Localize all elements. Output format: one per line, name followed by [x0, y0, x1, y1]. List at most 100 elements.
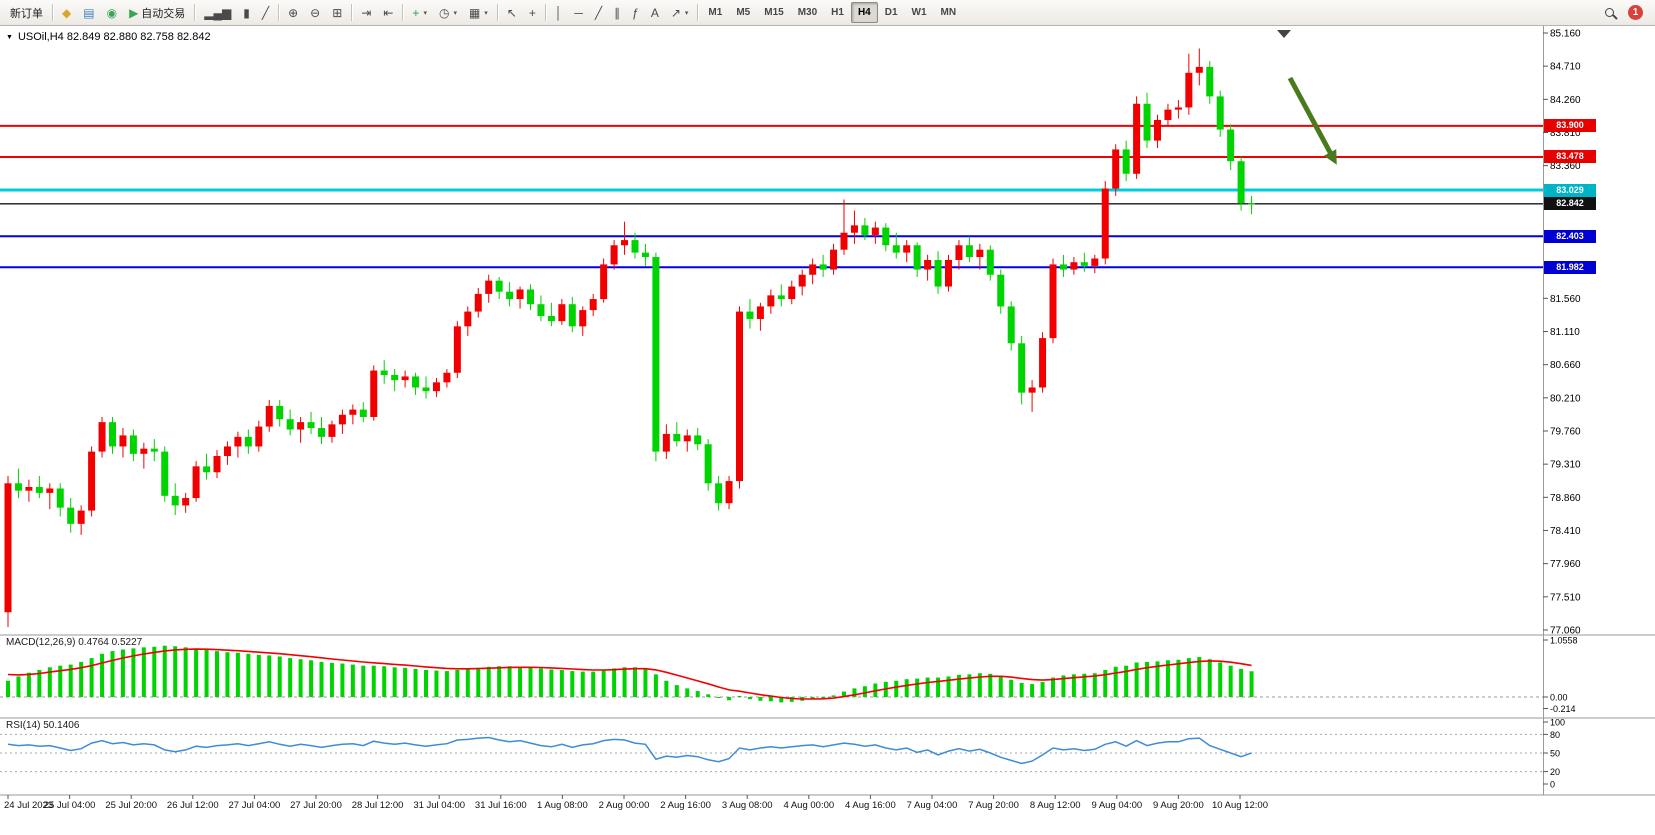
horizontal-line-button[interactable]: ─	[568, 2, 589, 23]
text-label-button[interactable]: A	[645, 2, 665, 23]
crosshair-icon: +	[528, 5, 536, 20]
macd-signal-line	[7, 648, 1252, 700]
timeframe-h1[interactable]: H1	[824, 2, 851, 23]
svg-text:20: 20	[1550, 767, 1560, 777]
market-watch-button[interactable]: ▤	[77, 2, 100, 23]
svg-text:84.710: 84.710	[1550, 62, 1581, 73]
timeframe-mn[interactable]: MN	[934, 2, 964, 23]
svg-text:7 Aug 20:00: 7 Aug 20:00	[968, 800, 1019, 811]
zoom-out-icon: ⊖	[310, 5, 321, 20]
timeframe-m5[interactable]: M5	[729, 2, 757, 23]
toolbar-right: 1	[1599, 2, 1651, 23]
charts-icon: ◆	[62, 5, 72, 20]
timeframe-h1-label: H1	[831, 7, 844, 18]
timeframe-d1[interactable]: D1	[878, 2, 905, 23]
timeframe-d1-label: D1	[884, 7, 898, 18]
line-chart-button[interactable]: ╱	[256, 2, 275, 23]
arrow-tools-button[interactable]: ↗ ▾	[665, 2, 695, 23]
toolbar-separator	[402, 4, 404, 21]
data-window-icon: ◉	[106, 5, 118, 20]
svg-text:2 Aug 00:00: 2 Aug 00:00	[599, 800, 650, 811]
svg-text:0: 0	[1550, 780, 1555, 790]
svg-text:27 Jul 04:00: 27 Jul 04:00	[229, 800, 281, 811]
cursor-button[interactable]: ↖	[501, 2, 523, 23]
one-click-trading-toggle[interactable]: ▼	[6, 33, 13, 41]
svg-text:100: 100	[1550, 718, 1565, 728]
svg-text:4 Aug 00:00: 4 Aug 00:00	[783, 800, 834, 811]
svg-text:25 Jul 04:00: 25 Jul 04:00	[44, 800, 96, 811]
vertical-line-button[interactable]: │	[549, 2, 569, 23]
chart-ohlc-header: ▼ USOil,H4 82.849 82.880 82.758 82.842	[6, 31, 211, 43]
toolbar-buttons: 新订单 ◆ ▤ ◉ ▶ 自动交易 ▂▄▆ ▮ ╱ ⊕ ⊖ ⊞ ⇥ ⇤ + ▾ ◷ ▾ ▦ ▾ ↖ + │ ─ ╱ ∥ ƒ A ↗ ▾ M1 M…	[4, 0, 963, 25]
toolbar-separator	[697, 4, 699, 21]
svg-text:0.00: 0.00	[1550, 693, 1568, 703]
price-tag-83.029: 83.029	[1544, 183, 1596, 197]
svg-text:77.960: 77.960	[1550, 559, 1581, 570]
svg-text:-0.214: -0.214	[1550, 704, 1576, 714]
svg-text:50: 50	[1550, 749, 1560, 759]
svg-text:83.810: 83.810	[1550, 128, 1581, 139]
timeframe-w1-label: W1	[911, 7, 927, 18]
svg-text:9 Aug 20:00: 9 Aug 20:00	[1153, 800, 1204, 811]
fibonacci-button[interactable]: ƒ	[626, 2, 645, 23]
auto-scroll-button[interactable]: ⇥	[355, 2, 377, 23]
price-tag-83.900: 83.900	[1544, 119, 1596, 133]
svg-text:7 Aug 04:00: 7 Aug 04:00	[907, 800, 958, 811]
svg-text:80.660: 80.660	[1550, 360, 1581, 371]
candles	[4, 48, 1256, 628]
market-watch-icon: ▤	[83, 5, 95, 20]
search-button[interactable]	[1599, 2, 1620, 23]
chart-shift-marker[interactable]	[1277, 30, 1291, 38]
svg-text:81.110: 81.110	[1550, 327, 1580, 338]
timeframe-m1[interactable]: M1	[701, 2, 729, 23]
svg-text:1.0558: 1.0558	[1550, 635, 1578, 645]
timeframe-m5-label: M5	[736, 7, 751, 18]
chart-area[interactable]: 85.160 84.710 84.260 83.810 83.360 81.560 81.1…	[0, 26, 1655, 835]
trendline-icon: ╱	[594, 5, 603, 20]
search-icon	[1605, 8, 1614, 17]
chevron-down-icon: ▾	[484, 9, 488, 17]
chevron-down-icon: ▾	[423, 9, 427, 17]
timeframe-h4[interactable]: H4	[850, 2, 878, 23]
equidistant-channel-button[interactable]: ∥	[608, 2, 626, 23]
svg-text:3 Aug 08:00: 3 Aug 08:00	[722, 800, 773, 811]
trend-arrow-annotation[interactable]	[1287, 76, 1335, 158]
bar-chart-button[interactable]: ▂▄▆	[198, 2, 237, 23]
svg-text:78.860: 78.860	[1550, 493, 1581, 504]
timeframe-m15[interactable]: M15	[757, 2, 790, 23]
templates-button[interactable]: ▦ ▾	[463, 2, 494, 23]
timeframe-mn-label: MN	[940, 7, 957, 18]
zoom-out-button[interactable]: ⊖	[304, 2, 326, 23]
data-window-button[interactable]: ◉	[101, 2, 123, 23]
notification-badge[interactable]: 1	[1628, 5, 1643, 20]
charts-panel-button[interactable]: ◆	[56, 2, 77, 23]
cursor-icon: ↖	[506, 5, 517, 20]
chart-shift-button[interactable]: ⇤	[377, 2, 399, 23]
periods-button[interactable]: ◷ ▾	[433, 2, 463, 23]
candlestick-chart-button[interactable]: ▮	[237, 2, 256, 23]
autotrading-play-icon: ▶	[129, 5, 139, 20]
bar-chart-icon: ▂▄▆	[204, 5, 232, 20]
svg-text:24 Jul 2023: 24 Jul 2023	[4, 800, 53, 811]
new-order-button[interactable]: 新订单	[4, 2, 49, 23]
timeframe-m30-label: M30	[797, 7, 818, 18]
timeframe-m30[interactable]: M30	[791, 2, 824, 23]
trendline-button[interactable]: ╱	[589, 2, 608, 23]
timeframe-w1[interactable]: W1	[905, 2, 934, 23]
tile-windows-button[interactable]: ⊞	[326, 2, 348, 23]
toolbar: 新订单 ◆ ▤ ◉ ▶ 自动交易 ▂▄▆ ▮ ╱ ⊕ ⊖ ⊞ ⇥ ⇤ + ▾ ◷ ▾ ▦ ▾ ↖ + │ ─ ╱ ∥ ƒ A ↗ ▾ M1 M…	[0, 0, 1655, 26]
indicators-button[interactable]: + ▾	[406, 2, 433, 23]
timeframe-h4-label: H4	[857, 7, 871, 18]
svg-text:79.310: 79.310	[1550, 460, 1581, 471]
toolbar-separator	[194, 4, 196, 21]
zoom-in-button[interactable]: ⊕	[282, 2, 304, 23]
toolbar-separator	[278, 4, 280, 21]
toolbar-separator	[544, 4, 546, 21]
price-axis: 85.160 84.710 84.260 83.810 83.360 81.560 81.1…	[1543, 29, 1581, 636]
svg-text:77.060: 77.060	[1550, 625, 1581, 636]
autotrading-button[interactable]: ▶ 自动交易	[123, 2, 191, 23]
crosshair-button[interactable]: +	[523, 2, 542, 23]
price-tag-81.982: 81.982	[1544, 260, 1596, 274]
candlestick-icon: ▮	[243, 5, 250, 20]
svg-text:8 Aug 12:00: 8 Aug 12:00	[1030, 800, 1081, 811]
